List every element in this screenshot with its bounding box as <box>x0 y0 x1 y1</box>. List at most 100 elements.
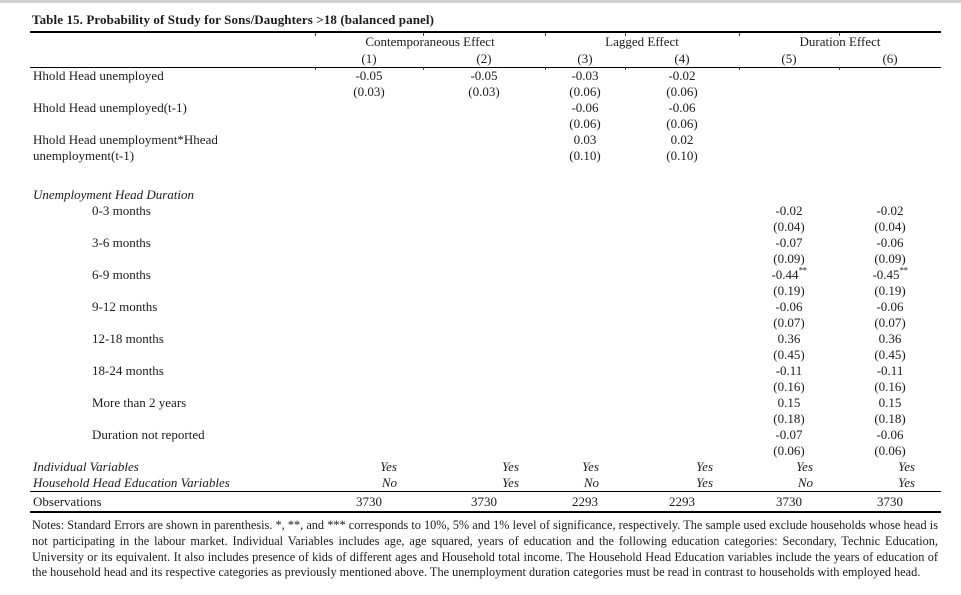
section-label: Unemployment Head Duration <box>33 186 195 202</box>
table-row: 12-18 months 0.36 0.36 <box>30 331 941 347</box>
controls-label: Individual Variables <box>33 459 139 474</box>
coef-cell <box>315 132 423 148</box>
rule-tick <box>625 33 626 36</box>
row-label-continued <box>30 379 315 395</box>
coef-cell: -0.06 <box>775 299 803 314</box>
se-cell <box>423 251 545 267</box>
row-label-continued <box>30 219 315 235</box>
se-cell <box>545 315 625 331</box>
column-number: (1) <box>315 51 423 68</box>
coef-cell <box>315 267 423 283</box>
coef-cell: 0.02 <box>670 132 694 147</box>
coef-cell: 0.15 <box>777 395 801 410</box>
se-cell <box>423 283 545 299</box>
coef-cell <box>423 299 545 315</box>
se-cell <box>545 251 625 267</box>
se-cell <box>625 347 739 363</box>
table-row: (0.06) (0.06) <box>30 116 941 132</box>
results-table: Contemporaneous Effect Lagged Effect Durat… <box>30 31 942 513</box>
coef-cell: -0.03 <box>571 68 599 83</box>
se-cell <box>545 347 625 363</box>
column-group-header: Duration Effect <box>799 34 881 49</box>
section-row: Unemployment Head Duration <box>30 186 941 203</box>
column-number: (6) <box>839 51 942 68</box>
se-cell: (0.45) <box>773 347 805 362</box>
coef-cell: -0.06 <box>876 299 904 314</box>
rule-tick <box>739 67 740 70</box>
se-cell <box>423 347 545 363</box>
se-cell: (0.09) <box>874 251 906 266</box>
row-label: 9-12 months <box>92 299 158 314</box>
se-cell <box>315 148 423 164</box>
coef-cell <box>423 427 545 443</box>
table-row: Hhold Head unemployed(t-1) -0.06 -0.06 <box>30 100 941 116</box>
se-cell <box>545 379 625 395</box>
row-label: 18-24 months <box>92 363 164 378</box>
se-cell: (0.16) <box>773 379 805 394</box>
paper-page: Table 15. Probability of Study for Sons/… <box>30 12 942 580</box>
se-cell: (0.03) <box>353 84 385 99</box>
observations-row: Observations 3730 3730 2293 2293 3730 3730 <box>30 491 942 513</box>
se-cell: (0.06) <box>666 116 698 131</box>
row-label: Hhold Head unemployed <box>33 68 164 83</box>
se-cell: (0.04) <box>874 219 906 234</box>
coef-cell <box>423 363 545 379</box>
observations-value: 3730 <box>423 491 546 513</box>
spacer-cell <box>30 164 941 186</box>
row-label: More than 2 years <box>92 395 187 410</box>
table-notes: Notes: Standard Errors are shown in pare… <box>32 518 938 580</box>
observations-value: 3730 <box>315 491 423 513</box>
table-row: 6-9 months -0.44** -0.45** <box>30 267 941 283</box>
row-label: 12-18 months <box>92 331 164 346</box>
se-cell: (0.07) <box>874 315 906 330</box>
controls-value: Yes <box>502 475 520 490</box>
column-number: (2) <box>423 51 546 68</box>
table-row: More than 2 years 0.15 0.15 <box>30 395 941 411</box>
rule-tick <box>545 33 546 36</box>
coef-cell <box>423 203 545 219</box>
se-cell <box>625 283 739 299</box>
column-group-header: Lagged Effect <box>605 34 679 49</box>
coef-cell <box>545 299 625 315</box>
table-row: (0.06) (0.06) <box>30 443 941 459</box>
controls-value: Yes <box>696 459 714 474</box>
coef-cell <box>423 235 545 251</box>
table-row: (0.45) (0.45) <box>30 347 941 363</box>
rule-tick <box>423 67 424 70</box>
coef-cell: -0.06 <box>876 427 904 442</box>
coef-cell <box>739 68 839 85</box>
coef-cell <box>315 427 423 443</box>
coef-cell: -0.06 <box>571 100 599 115</box>
coef-cell: -0.07 <box>775 427 803 442</box>
coef-cell <box>739 100 839 116</box>
coef-cell <box>423 132 545 148</box>
row-label-continued <box>30 443 315 459</box>
se-cell <box>423 379 545 395</box>
se-cell: (0.19) <box>773 283 805 298</box>
coef-cell: -0.06 <box>668 100 696 115</box>
se-cell <box>545 411 625 427</box>
coef-cell <box>545 331 625 347</box>
rule-tick <box>545 67 546 70</box>
coef-cell <box>545 395 625 411</box>
se-cell <box>625 251 739 267</box>
row-label-continued <box>30 251 315 267</box>
row-label: 0-3 months <box>92 203 151 218</box>
row-label: Duration not reported <box>92 427 205 442</box>
se-cell <box>739 116 839 132</box>
controls-value: Yes <box>696 475 714 490</box>
se-cell <box>625 411 739 427</box>
coef-cell <box>625 235 739 251</box>
controls-value: Yes <box>502 459 520 474</box>
controls-value: No <box>381 475 397 490</box>
table-row: Hhold Head unemployment*Hhead 0.03 0.02 <box>30 132 941 148</box>
table-row: (0.16) (0.16) <box>30 379 941 395</box>
se-cell <box>839 148 941 164</box>
row-label-continued <box>30 411 315 427</box>
se-cell <box>315 251 423 267</box>
row-label-continued <box>30 347 315 363</box>
coef-cell: -0.11 <box>775 363 803 378</box>
coef-cell: 0.36 <box>878 331 902 346</box>
column-number: (4) <box>625 51 740 68</box>
se-cell: (0.06) <box>874 443 906 458</box>
